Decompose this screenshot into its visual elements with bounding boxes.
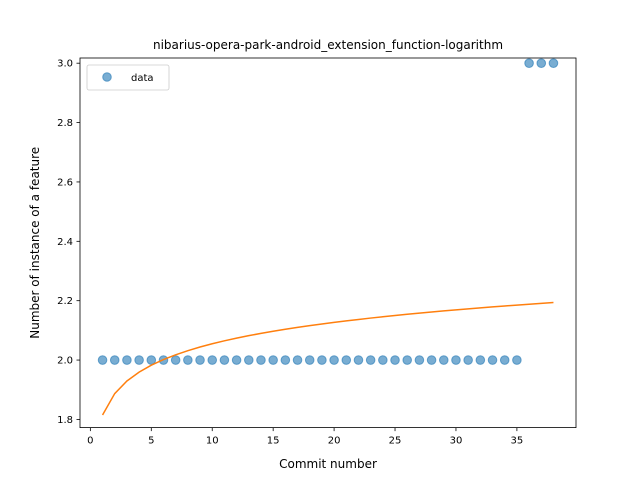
data-point — [390, 355, 400, 365]
data-point — [524, 58, 534, 69]
data-point — [353, 355, 364, 365]
y-tick-label: 2.6 — [57, 177, 73, 188]
data-point — [122, 355, 132, 365]
x-tick-label: 25 — [389, 436, 402, 447]
data-point — [231, 355, 242, 365]
x-tick-label: 0 — [87, 436, 93, 447]
data-point — [183, 355, 193, 365]
data-point — [256, 355, 266, 365]
data-point — [341, 355, 352, 365]
data-point — [365, 355, 376, 365]
y-tick-label: 1.8 — [57, 415, 73, 426]
x-tick-label: 15 — [267, 436, 280, 447]
data-point — [475, 355, 486, 365]
y-tick-label: 3.0 — [57, 59, 73, 70]
legend-label-data: data — [131, 73, 154, 84]
x-tick-label: 5 — [148, 436, 154, 447]
data-point — [426, 355, 437, 365]
x-axis: 0 5 10 15 20 25 30 35 — [87, 427, 524, 447]
data-point — [414, 355, 425, 365]
data-point — [207, 355, 218, 365]
x-tick-label: 30 — [450, 436, 463, 447]
data-point — [512, 355, 522, 365]
data-point — [499, 355, 510, 365]
y-tick-label: 2.8 — [57, 118, 73, 129]
fit-line — [101, 301, 554, 416]
x-axis-label: Commit number — [279, 457, 377, 471]
data-point — [243, 355, 254, 365]
y-axis: 1.8 2.0 2.2 2.4 2.6 2.8 3.0 — [57, 59, 80, 426]
x-tick-label: 35 — [511, 436, 524, 447]
y-tick-label: 2.2 — [57, 296, 73, 307]
data-point — [268, 355, 278, 365]
data-point — [438, 355, 449, 365]
y-tick-label: 2.0 — [57, 356, 73, 367]
data-point — [463, 355, 473, 365]
data-point — [378, 355, 388, 365]
legend-box — [86, 64, 170, 91]
y-axis-label: Number of instance of a feature — [28, 147, 42, 339]
data-point — [304, 355, 315, 365]
x-tick-label: 20 — [328, 436, 341, 447]
data-point — [292, 355, 303, 365]
chart-title: nibarius-opera-park-android_extension_fu… — [153, 38, 503, 52]
data-point — [97, 355, 108, 365]
data-point — [536, 58, 547, 69]
x-tick-label: 10 — [206, 436, 219, 447]
data-point — [487, 355, 498, 365]
data-point — [329, 355, 339, 365]
data-point — [134, 355, 144, 365]
data-point — [109, 355, 120, 365]
data-point — [317, 355, 327, 365]
data-point — [219, 355, 230, 365]
legend: data — [86, 64, 170, 91]
data-point — [146, 355, 157, 365]
data-point — [402, 355, 413, 365]
data-point — [280, 355, 291, 365]
plot-area — [97, 58, 559, 416]
data-point — [548, 58, 559, 69]
data-point — [170, 355, 181, 365]
data-point — [451, 355, 461, 365]
y-tick-label: 2.4 — [57, 237, 73, 248]
axes-frame — [79, 57, 577, 429]
legend-marker-data — [102, 72, 112, 82]
data-point — [195, 355, 205, 365]
